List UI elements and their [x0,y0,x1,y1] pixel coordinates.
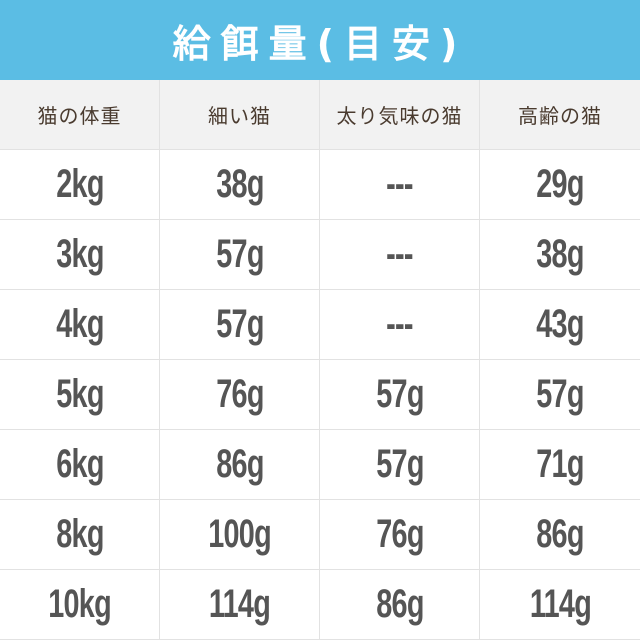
table-cell: 76g [160,360,320,430]
table-cell: 57g [320,430,480,500]
table-cell: --- [320,220,480,290]
column-header: 高齢の猫 [480,80,640,150]
cell-text: 114g [529,582,591,626]
cell-text: 43g [536,302,584,346]
title-bar: 給餌量(目安) [0,0,640,80]
cell-text: 71g [536,442,584,486]
cell-text: 3kg [55,232,104,276]
cell-text: 29g [536,162,584,206]
column-header: 細い猫 [160,80,320,150]
cell-text: 38g [536,232,584,276]
cell-text: 8kg [55,512,104,556]
table-cell: --- [320,150,480,220]
table-cell: 86g [320,570,480,640]
table-cell: 38g [160,150,320,220]
table-cell: 38g [480,220,640,290]
feeding-table: 猫の体重 細い猫 太り気味の猫 高齢の猫 2kg 38g --- 29g 3kg 57g --- 38… [0,80,640,640]
table-cell: 2kg [0,150,160,220]
cell-text: 57g [375,442,424,486]
cell-text: 76g [215,372,264,416]
table-cell: 100g [160,500,320,570]
cell-text: 57g [215,302,264,346]
cell-text: 86g [536,512,584,556]
table-cell: 114g [480,570,640,640]
table-cell: 8kg [0,500,160,570]
table-cell: 3kg [0,220,160,290]
table-cell: 43g [480,290,640,360]
table-cell: --- [320,290,480,360]
column-header: 太り気味の猫 [320,80,480,150]
cell-text: 2kg [55,162,104,206]
cell-text: 10kg [48,582,111,626]
cell-text: 57g [375,372,424,416]
table-cell: 86g [160,430,320,500]
cell-text: 38g [215,162,264,206]
cell-text: 6kg [55,442,104,486]
table-cell: 57g [480,360,640,430]
cell-text: --- [386,302,413,346]
table-cell: 5kg [0,360,160,430]
cell-text: 100g [208,512,271,556]
table-cell: 6kg [0,430,160,500]
table-cell: 29g [480,150,640,220]
cell-text: 57g [215,232,264,276]
cell-text: 5kg [55,372,104,416]
cell-text: 4kg [55,302,104,346]
table-cell: 4kg [0,290,160,360]
table-cell: 57g [160,220,320,290]
table-cell: 86g [480,500,640,570]
cell-text: --- [386,162,413,206]
cell-text: 86g [375,582,424,626]
table-cell: 10kg [0,570,160,640]
table-cell: 114g [160,570,320,640]
cell-text: 57g [536,372,584,416]
cell-text: 86g [215,442,264,486]
cell-text: --- [386,232,413,276]
cell-text: 114g [208,582,271,626]
table-cell: 76g [320,500,480,570]
table-cell: 57g [160,290,320,360]
table-cell: 57g [320,360,480,430]
table-cell: 71g [480,430,640,500]
title: 給餌量(目安) [172,21,468,66]
column-header: 猫の体重 [0,80,160,150]
cell-text: 76g [375,512,424,556]
